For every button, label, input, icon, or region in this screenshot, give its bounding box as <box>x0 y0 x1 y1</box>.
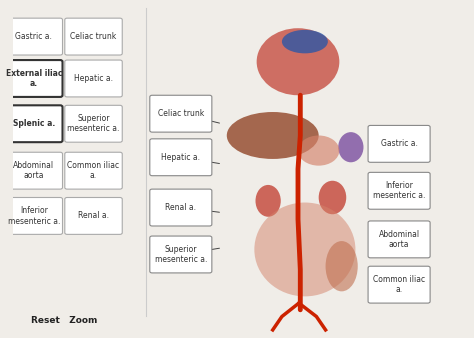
FancyBboxPatch shape <box>65 105 122 142</box>
Ellipse shape <box>255 185 281 217</box>
Text: Celiac trunk: Celiac trunk <box>158 109 204 118</box>
FancyBboxPatch shape <box>368 221 430 258</box>
FancyBboxPatch shape <box>150 236 212 273</box>
Text: Renal a.: Renal a. <box>78 212 109 220</box>
FancyBboxPatch shape <box>368 172 430 209</box>
FancyBboxPatch shape <box>150 189 212 226</box>
Text: Hepatic a.: Hepatic a. <box>161 153 201 162</box>
Text: Splenic a.: Splenic a. <box>13 119 55 128</box>
Text: Abdominal
aorta: Abdominal aorta <box>379 230 419 249</box>
Text: Abdominal
aorta: Abdominal aorta <box>13 161 55 180</box>
FancyBboxPatch shape <box>65 60 122 97</box>
FancyBboxPatch shape <box>65 152 122 189</box>
FancyBboxPatch shape <box>368 266 430 303</box>
Text: Superior
mesenteric a.: Superior mesenteric a. <box>155 245 207 264</box>
FancyBboxPatch shape <box>5 60 63 97</box>
Text: Gastric a.: Gastric a. <box>381 139 418 148</box>
FancyBboxPatch shape <box>5 197 63 234</box>
Text: Common iliac
a.: Common iliac a. <box>67 161 119 180</box>
FancyBboxPatch shape <box>5 105 63 142</box>
FancyBboxPatch shape <box>5 18 63 55</box>
Text: Hepatic a.: Hepatic a. <box>74 74 113 83</box>
Ellipse shape <box>326 241 358 291</box>
FancyBboxPatch shape <box>65 197 122 234</box>
Ellipse shape <box>227 112 319 159</box>
Text: External iliac
a.: External iliac a. <box>6 69 62 88</box>
Text: Renal a.: Renal a. <box>165 203 196 212</box>
Ellipse shape <box>255 202 356 296</box>
FancyBboxPatch shape <box>5 152 63 189</box>
FancyBboxPatch shape <box>368 125 430 162</box>
Text: Gastric a.: Gastric a. <box>15 32 52 41</box>
Ellipse shape <box>282 30 328 53</box>
Text: Superior
mesenteric a.: Superior mesenteric a. <box>67 114 120 134</box>
FancyBboxPatch shape <box>150 95 212 132</box>
Text: Common iliac
a.: Common iliac a. <box>373 275 425 294</box>
Text: Inferior
mesenteric a.: Inferior mesenteric a. <box>373 181 425 200</box>
Ellipse shape <box>256 28 339 95</box>
Ellipse shape <box>319 181 346 214</box>
Text: Reset   Zoom: Reset Zoom <box>31 316 98 325</box>
Ellipse shape <box>338 132 364 162</box>
FancyBboxPatch shape <box>65 18 122 55</box>
Text: Inferior
mesenteric a.: Inferior mesenteric a. <box>8 206 60 226</box>
FancyBboxPatch shape <box>150 139 212 176</box>
Ellipse shape <box>298 136 339 166</box>
Text: Celiac trunk: Celiac trunk <box>71 32 117 41</box>
